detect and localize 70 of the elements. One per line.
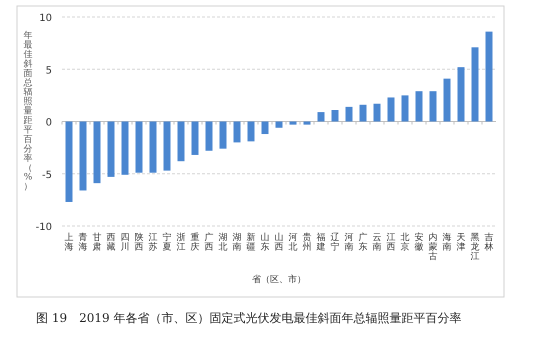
x-tick-label: 安徽	[414, 232, 424, 252]
bar	[388, 97, 394, 122]
x-tick-label: 重庆	[190, 232, 200, 252]
x-tick-label: 甘肃	[92, 232, 102, 252]
y-tick-label: 0	[46, 118, 52, 128]
x-tick-label: 江西	[386, 232, 396, 252]
bar	[178, 122, 184, 162]
bar	[318, 112, 324, 122]
bar	[458, 67, 464, 122]
y-tick-label: -10	[36, 222, 52, 233]
bar	[416, 91, 422, 122]
bar	[472, 47, 478, 122]
x-tick-label: 北京	[400, 232, 410, 252]
x-tick-label: 广西	[204, 232, 214, 252]
x-tick-label: 江苏	[148, 232, 158, 252]
x-tick-label: 西藏	[106, 233, 116, 252]
x-tick-label: 青海	[78, 232, 88, 252]
x-tick-label: 上海	[64, 232, 74, 252]
x-tick-label: 浙江	[176, 232, 186, 252]
x-tick-label: 吉林	[484, 232, 494, 252]
x-tick-label: 山东	[260, 232, 270, 252]
x-tick-label: 四川	[120, 233, 130, 252]
x-tick-label: 天津	[456, 232, 466, 252]
y-tick-label: 5	[46, 65, 52, 76]
text: 年最佳斜面总辐照量距平百分率（%）	[24, 31, 32, 192]
x-tick-label: 新疆	[246, 232, 256, 252]
caption: 图 19 2019 年各省（市、区）固定式光伏发电最佳斜面年总辐照量距平百分率	[36, 311, 462, 325]
x-tick-label: 广东	[358, 232, 368, 252]
y-tick-label: 10	[39, 13, 52, 24]
bar	[80, 122, 86, 190]
x-tick-label: 河北	[288, 232, 298, 252]
bar	[234, 122, 240, 142]
bar	[346, 106, 352, 122]
bar	[374, 104, 380, 122]
bar	[192, 122, 198, 155]
bar	[66, 122, 72, 202]
bar	[444, 78, 450, 122]
x-tick-label: 湖北	[218, 232, 228, 252]
x-tick-label: 贵州	[302, 232, 312, 252]
x-tick-label: 宁夏	[162, 232, 172, 252]
x-axis-title: 省（区、市）	[252, 274, 306, 285]
x-tick-label: 福建	[316, 232, 326, 252]
bar	[136, 122, 142, 173]
x-tick-label: 海南	[442, 232, 452, 252]
bar	[248, 122, 254, 142]
x-tick-label: 河南	[344, 232, 354, 252]
x-tick-label: 云南	[372, 233, 382, 252]
bar	[206, 122, 212, 151]
bar	[332, 110, 338, 122]
x-tick-label: 辽宁	[330, 232, 340, 252]
bar	[150, 122, 156, 173]
x-tick-label: 陕西	[134, 232, 144, 252]
bar	[290, 122, 296, 125]
bar	[164, 122, 170, 171]
bar	[276, 122, 282, 128]
bar	[430, 91, 436, 122]
bar	[122, 122, 128, 175]
bar	[486, 32, 492, 122]
bar	[108, 122, 114, 177]
x-tick-label: 湖南	[232, 232, 242, 252]
bar	[304, 122, 310, 125]
bar	[402, 95, 408, 122]
bar	[360, 104, 366, 122]
x-tick-label: 内蒙古	[428, 232, 438, 262]
bar	[94, 122, 100, 184]
bar	[262, 122, 268, 134]
bar	[220, 122, 226, 149]
y-tick-label: -5	[42, 170, 52, 181]
x-tick-label: 黑龙江	[470, 232, 480, 262]
x-tick-label: 山西	[274, 232, 284, 252]
